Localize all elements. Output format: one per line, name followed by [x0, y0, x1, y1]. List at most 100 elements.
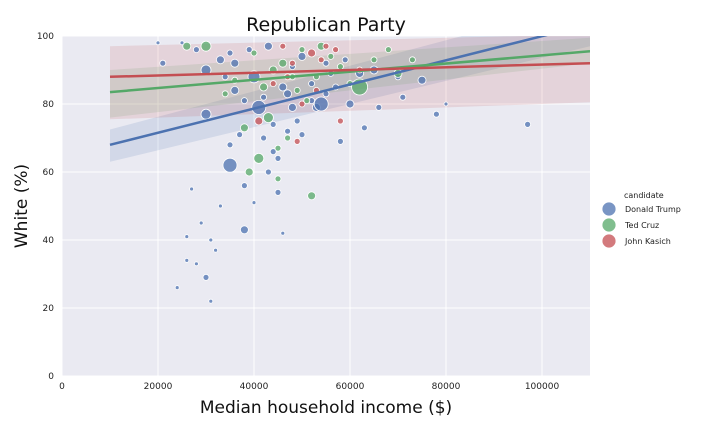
x-tick-label: 40000 [240, 382, 269, 392]
point-ted-cruz [274, 175, 282, 183]
point-ted-cruz [244, 167, 254, 177]
point-ted-cruz [262, 112, 274, 123]
point-donald-trump [287, 103, 297, 112]
point-donald-trump [217, 203, 223, 209]
point-donald-trump [184, 257, 190, 263]
point-donald-trump [308, 80, 316, 87]
x-axis-label: Median household income ($) [200, 398, 452, 418]
point-donald-trump [236, 131, 244, 139]
point-donald-trump [260, 93, 268, 101]
chart-title: Republican Party [246, 14, 406, 36]
point-donald-trump [251, 200, 257, 206]
y-tick-label: 0 [48, 372, 54, 382]
point-john-kasich [322, 42, 330, 50]
point-donald-trump [524, 121, 531, 128]
x-tick-label: 60000 [336, 382, 365, 392]
point-john-kasich [293, 137, 301, 145]
point-donald-trump [189, 186, 195, 192]
point-donald-trump [336, 137, 344, 145]
point-donald-trump [399, 93, 407, 101]
point-donald-trump [417, 75, 427, 85]
point-donald-trump [192, 46, 200, 53]
legend-marker [601, 201, 617, 217]
legend-entry-label: Ted Cruz [624, 221, 659, 230]
point-ted-cruz [239, 123, 249, 133]
point-donald-trump [226, 49, 234, 57]
point-ted-cruz [259, 82, 269, 92]
x-tick-label: 80000 [432, 382, 461, 392]
legend: candidate Donald Trump Ted Cruz John Kasic… [601, 191, 681, 249]
point-ted-cruz [278, 58, 288, 68]
point-donald-trump [193, 261, 199, 267]
point-ted-cruz [307, 191, 317, 201]
point-donald-trump [230, 86, 240, 95]
point-donald-trump [179, 40, 185, 46]
point-donald-trump [432, 110, 440, 118]
point-john-kasich [269, 80, 277, 87]
point-donald-trump [200, 108, 212, 120]
point-donald-trump [274, 188, 282, 196]
point-donald-trump [213, 247, 219, 253]
point-donald-trump [263, 41, 273, 51]
y-tick-label: 60 [43, 168, 55, 178]
y-tick-label: 40 [43, 236, 55, 246]
point-ted-cruz [274, 144, 282, 152]
point-donald-trump [245, 46, 253, 53]
point-donald-trump [240, 97, 248, 104]
point-donald-trump [443, 101, 449, 107]
x-tick-label: 100000 [525, 382, 560, 392]
point-donald-trump [155, 40, 161, 46]
point-john-kasich [317, 56, 325, 64]
point-john-kasich [307, 48, 317, 58]
point-ted-cruz [253, 152, 265, 164]
legend-marker [601, 217, 617, 233]
point-ted-cruz [384, 46, 392, 53]
y-axis-label: White (%) [12, 164, 32, 248]
point-donald-trump [269, 121, 277, 128]
y-tick-label: 100 [37, 32, 54, 42]
point-ted-cruz [336, 63, 344, 70]
confidence-band-john-kasich [110, 36, 590, 120]
point-donald-trump [239, 225, 249, 235]
point-donald-trump [184, 234, 190, 240]
legend-marker [601, 233, 617, 249]
regression-line-ted-cruz [109, 50, 590, 94]
x-tick-label: 0 [59, 382, 65, 392]
point-donald-trump [280, 230, 286, 236]
data-points [155, 40, 531, 304]
point-donald-trump [313, 96, 329, 112]
regression-lines [109, 36, 590, 147]
point-donald-trump [174, 285, 180, 291]
point-donald-trump [274, 154, 282, 162]
x-axis-ticks: 0 20000 40000 60000 80000 100000 [59, 382, 559, 392]
point-donald-trump [240, 182, 248, 190]
point-donald-trump [208, 298, 214, 304]
point-donald-trump [297, 52, 307, 61]
point-donald-trump [198, 220, 204, 226]
point-ted-cruz [284, 134, 292, 142]
point-john-kasich [298, 100, 306, 108]
x-tick-label: 20000 [144, 382, 173, 392]
point-ted-cruz [293, 87, 301, 94]
point-ted-cruz [370, 56, 378, 64]
point-ted-cruz [250, 49, 258, 57]
point-donald-trump [293, 117, 301, 125]
point-donald-trump [360, 124, 368, 132]
point-ted-cruz [303, 97, 311, 104]
point-donald-trump [159, 59, 167, 67]
legend-entry-label: John Kasich [624, 237, 671, 246]
point-donald-trump [298, 131, 306, 139]
point-ted-cruz [200, 40, 212, 52]
point-donald-trump [345, 99, 355, 109]
point-donald-trump [208, 237, 214, 243]
y-axis-ticks: 0 20 40 60 80 100 [37, 32, 54, 382]
point-john-kasich [254, 116, 264, 126]
point-donald-trump [269, 148, 277, 156]
legend-entry-label: Donald Trump [625, 205, 681, 214]
point-donald-trump [260, 134, 268, 142]
point-ted-cruz [182, 41, 192, 51]
y-tick-label: 20 [43, 304, 55, 314]
point-donald-trump [215, 55, 225, 65]
y-tick-label: 80 [43, 100, 55, 110]
